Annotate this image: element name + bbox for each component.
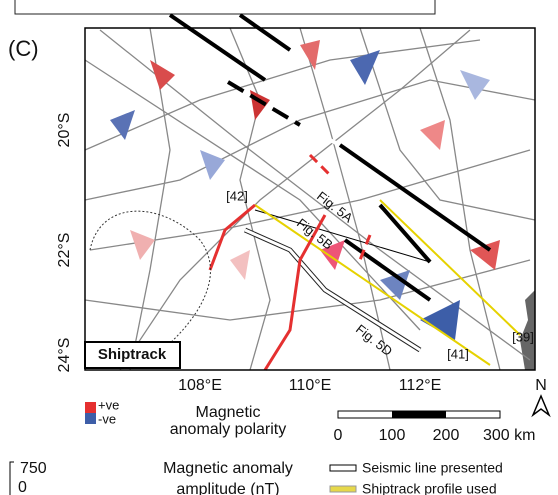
legend-label: Shiptrack profile used	[362, 481, 497, 495]
legend: +ve -ve Magnetic anomaly polarity 0 100 …	[10, 397, 535, 495]
scale-label: 300 km	[483, 427, 535, 444]
lat-label: 24°S	[56, 338, 73, 373]
lon-label: 110°E	[289, 377, 332, 394]
legend-label: +ve	[98, 397, 119, 412]
north-arrow	[533, 396, 549, 415]
legend-title: amplitude (nT)	[176, 481, 279, 495]
panel-label: (C)	[8, 36, 39, 61]
map-label: [42]	[226, 188, 248, 203]
lon-label: 108°E	[178, 377, 222, 394]
map: Shiptrack [42] Fig. 5A Fig. 5B Fig. 5D […	[85, 15, 535, 370]
legend-label: -ve	[98, 411, 116, 426]
legend-title: Magnetic	[196, 404, 261, 421]
scale-label: 0	[334, 427, 343, 444]
legend-title: anomaly polarity	[170, 421, 287, 438]
lat-label: 22°S	[56, 233, 73, 268]
top-box	[15, 0, 435, 14]
north-label: N	[535, 377, 547, 394]
legend-title: Magnetic anomaly	[163, 460, 293, 477]
scale-label: 100	[379, 427, 406, 444]
lat-label: 20°S	[56, 113, 73, 148]
inset-label: Shiptrack	[98, 346, 167, 363]
lon-label: 112°E	[399, 377, 442, 394]
legend-label: 0	[18, 479, 27, 495]
legend-label: 750	[20, 460, 47, 477]
map-label: [41]	[447, 346, 469, 361]
legend-label: Seismic line presented	[362, 460, 503, 476]
scale-label: 200	[433, 427, 460, 444]
figure: (C)	[0, 0, 558, 495]
map-label: [39]	[512, 329, 534, 344]
